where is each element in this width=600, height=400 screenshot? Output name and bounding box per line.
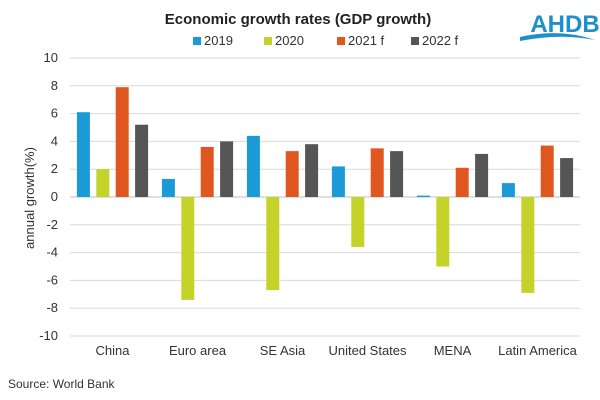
bar <box>246 135 260 197</box>
logo-swoosh-icon <box>520 33 595 41</box>
y-tick-label: 4 <box>51 133 58 148</box>
bars <box>76 87 574 300</box>
bar <box>200 146 214 197</box>
gridlines <box>70 57 580 337</box>
category-label: SE Asia <box>260 343 306 358</box>
legend-label: 2019 <box>204 33 233 48</box>
y-tick-label: 6 <box>51 106 58 121</box>
legend-label: 2021 f <box>348 33 385 48</box>
bar <box>560 158 574 197</box>
y-tick-label: -4 <box>46 245 58 260</box>
bar <box>390 151 404 197</box>
y-axis-label: annual growth(%) <box>22 147 37 249</box>
bar <box>161 178 175 197</box>
chart-title: Economic growth rates (GDP growth) <box>165 11 431 28</box>
legend-label: 2020 <box>275 33 304 48</box>
legend-swatch <box>264 37 272 45</box>
bar <box>455 167 469 197</box>
y-tick-label: -6 <box>46 272 58 287</box>
bar <box>331 166 345 197</box>
category-label: Euro area <box>169 343 227 358</box>
bar <box>115 87 129 197</box>
bar <box>475 153 489 197</box>
y-tick-label: 2 <box>51 161 58 176</box>
category-label: MENA <box>434 343 472 358</box>
category-label: China <box>96 343 131 358</box>
y-tick-label: 0 <box>51 189 58 204</box>
source-note: Source: World Bank <box>8 377 115 391</box>
x-axis-labels: China Euro area SE Asia United States MENA La… <box>96 343 578 358</box>
bar <box>285 151 299 197</box>
bar <box>266 197 280 291</box>
legend: 2019 2020 2021 f 2022 f <box>193 33 459 48</box>
logo-text: AHDB <box>530 11 599 38</box>
y-tick-label: 10 <box>44 50 58 65</box>
bar <box>416 195 430 197</box>
bar <box>220 141 234 197</box>
bar <box>540 145 554 197</box>
bar <box>436 197 450 267</box>
y-tick-label: 8 <box>51 78 58 93</box>
y-tick-label: -10 <box>39 328 58 343</box>
bar <box>96 169 110 197</box>
bar <box>351 197 365 248</box>
ahdb-logo: AHDB <box>520 11 600 41</box>
y-tick-label: -2 <box>46 217 58 232</box>
y-axis-ticks: 10 8 6 4 2 0 -2 -4 -6 -8 -10 <box>39 50 58 343</box>
bar <box>76 112 90 197</box>
bar <box>181 197 195 300</box>
bar <box>501 183 515 197</box>
legend-swatch <box>193 37 201 45</box>
legend-label: 2022 f <box>422 33 459 48</box>
bar <box>135 124 149 197</box>
bar <box>370 148 384 197</box>
category-label: Latin America <box>498 343 578 358</box>
bar <box>305 144 319 197</box>
y-tick-label: -8 <box>46 300 58 315</box>
legend-swatch <box>411 37 419 45</box>
legend-swatch <box>337 37 345 45</box>
category-label: United States <box>328 343 407 358</box>
bar <box>521 197 535 293</box>
